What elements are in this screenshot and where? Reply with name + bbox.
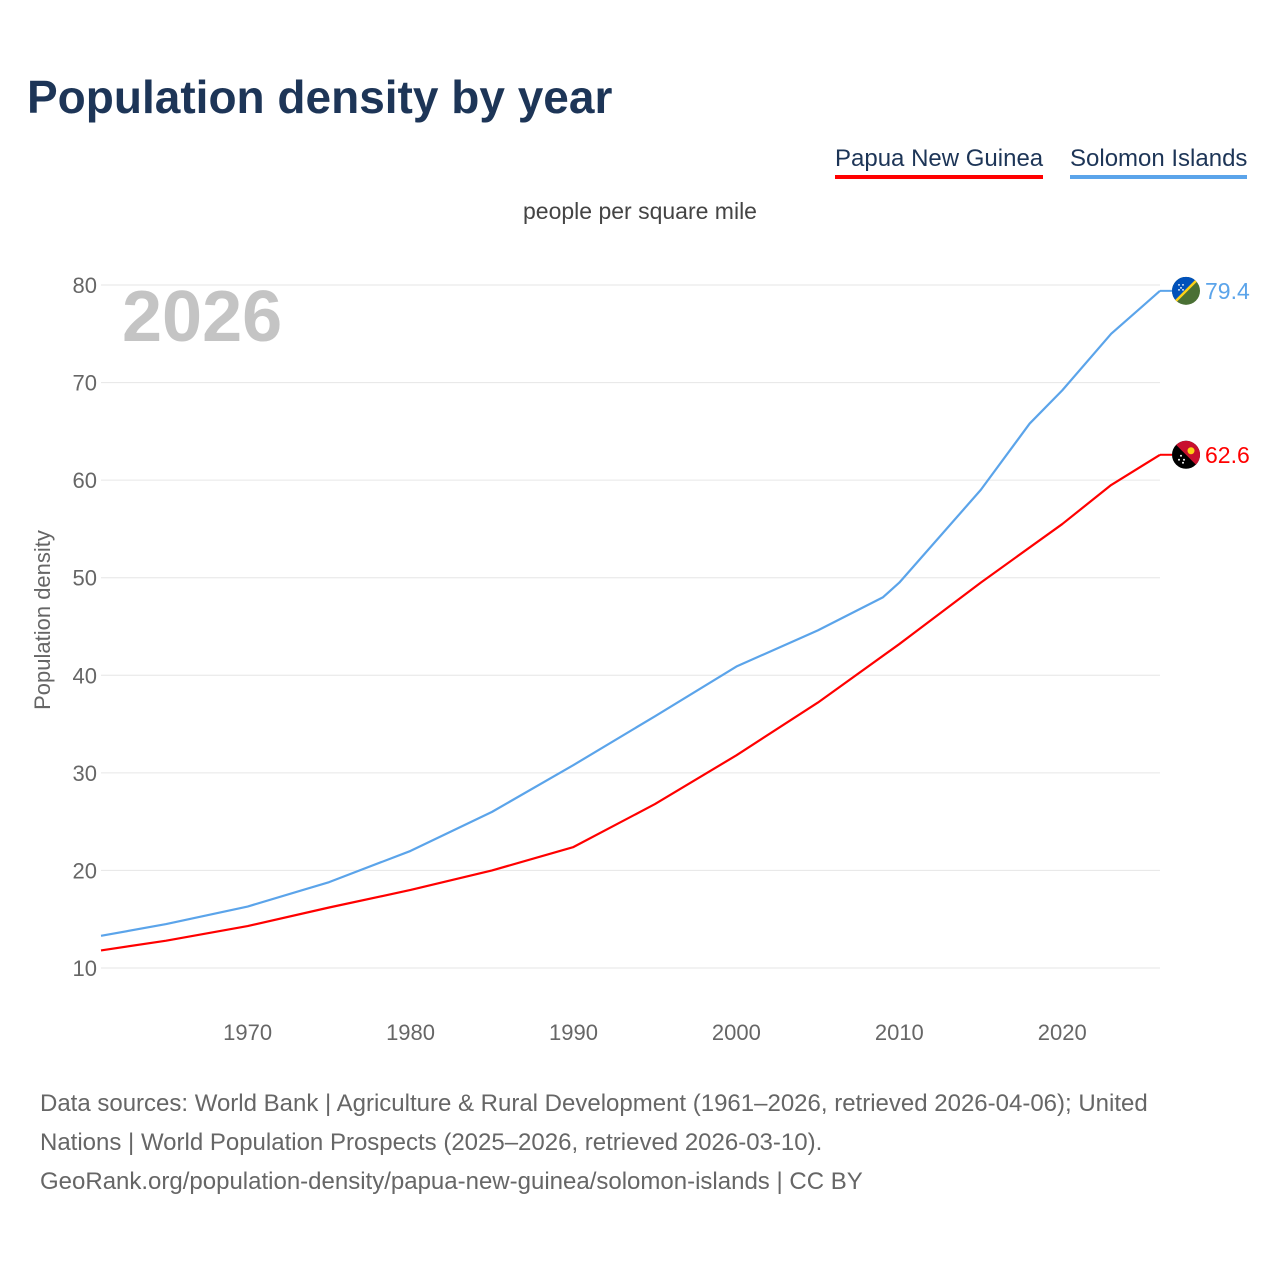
x-tick-label: 1980 [386,1020,435,1045]
series-line-papua-new-guinea [100,453,1161,952]
y-tick-label: 70 [73,371,97,396]
source-line[interactable]: GeoRank.org/population-density/papua-new… [40,1168,863,1195]
series-line-solomon-islands [100,290,1161,937]
y-tick-label: 20 [73,858,97,883]
y-tick-label: 40 [73,663,97,688]
y-tick-label: 60 [73,468,97,493]
x-tick-label: 1990 [549,1020,598,1045]
end-value-label: 62.6 [1205,442,1250,468]
solomon-islands-flag-icon [1172,276,1200,305]
y-tick-label: 50 [73,566,97,591]
x-tick-label: 2000 [712,1020,761,1045]
y-tick-label: 80 [73,273,97,298]
source-notes: Data sources: World Bank | Agriculture &… [40,1084,1250,1201]
end-value-label: 79.4 [1205,278,1250,304]
chart-title: Population density by year [27,71,613,123]
x-tick-label: 2010 [875,1020,924,1045]
papua-new-guinea-flag-icon [1172,440,1200,469]
x-tick-label: 1970 [223,1020,272,1045]
y-tick-label: 30 [73,761,97,786]
x-tick-label: 2020 [1038,1020,1087,1045]
y-tick-label: 10 [73,956,97,981]
unit-label: people per square mile [523,198,757,224]
legend-solomon-islands[interactable]: Solomon Islands [1070,145,1248,179]
source-line: Data sources: World Bank | Agriculture &… [40,1090,1148,1117]
y-axis-label: Population density [30,530,55,710]
legend-papua-new-guinea[interactable]: Papua New Guinea [835,145,1044,179]
year-watermark: 2026 [122,277,282,357]
source-line: Nations | World Population Prospects (20… [40,1129,823,1156]
